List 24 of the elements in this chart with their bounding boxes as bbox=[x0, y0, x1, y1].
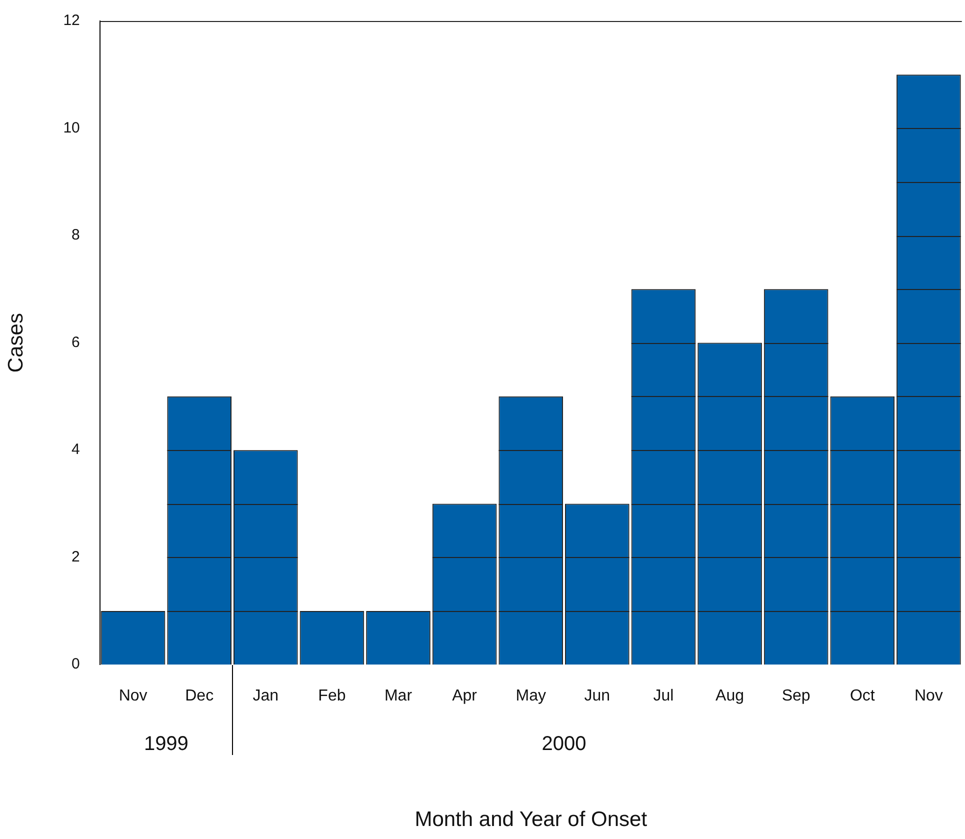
y-tick-label: 12 bbox=[63, 12, 80, 30]
x-tick-label: May bbox=[516, 688, 546, 705]
x-tick-label: Oct bbox=[850, 688, 876, 705]
text: 1999 bbox=[144, 733, 188, 756]
y-tick-label: 10 bbox=[63, 119, 80, 136]
x-tick-label: Sep bbox=[782, 688, 810, 705]
y-axis-title: Cases bbox=[4, 313, 28, 373]
x-tick-label: Jul bbox=[653, 688, 674, 705]
x-tick-label: Mar bbox=[384, 688, 413, 705]
x-tick-label: Jan bbox=[252, 688, 279, 705]
x-tick-label: Dec bbox=[185, 688, 214, 705]
y-tick-label: 4 bbox=[72, 441, 80, 458]
x-tick-label: Jun bbox=[584, 688, 610, 705]
x-tick-label: Apr bbox=[452, 688, 478, 705]
x-tick-label: Aug bbox=[716, 688, 744, 705]
text: 2000 bbox=[542, 733, 586, 756]
y-tick-label: 6 bbox=[72, 334, 80, 351]
y-tick-label: 0 bbox=[72, 656, 80, 673]
x-tick-label: Nov bbox=[914, 688, 943, 705]
x-tick-label: Nov bbox=[118, 688, 148, 705]
x-tick-label: Feb bbox=[318, 688, 346, 705]
y-tick-label: 2 bbox=[72, 548, 80, 566]
y-tick-label: 8 bbox=[72, 226, 80, 244]
x-axis-title: Month and Year of Onset bbox=[414, 808, 648, 832]
